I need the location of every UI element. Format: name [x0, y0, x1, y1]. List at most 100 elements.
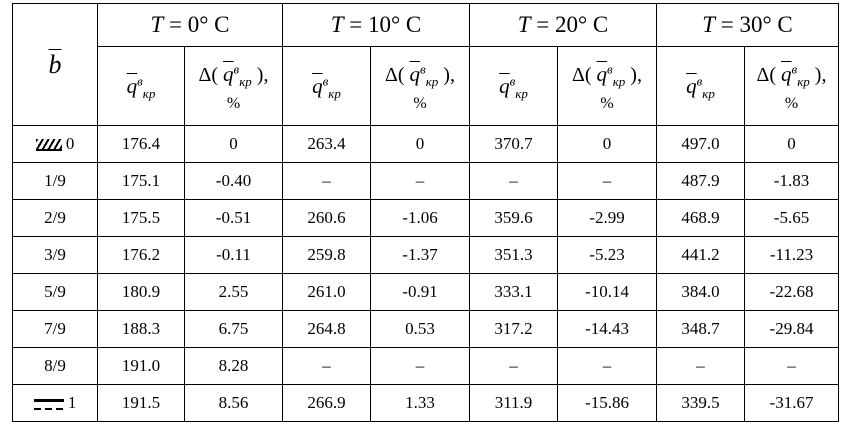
- delta-value-cell: -1.06: [370, 199, 470, 237]
- q-value-cell: 188.3: [97, 310, 185, 348]
- q-value-cell: 266.9: [282, 384, 371, 422]
- delta-value-cell: -15.86: [557, 384, 657, 422]
- delta-prefix: Δ(: [198, 64, 219, 87]
- table-row: 5/9 180.9 2.55 261.0 -0.91 333.1 -10.14 384.0 -2…: [12, 273, 839, 311]
- b-column-header: b: [12, 3, 98, 126]
- b-value: 3/9: [44, 245, 66, 264]
- q-value-cell: 497.0: [656, 125, 745, 163]
- q-value-cell: 175.5: [97, 199, 185, 237]
- group-header-3: T = 30° C: [656, 3, 839, 47]
- delta-value-cell: -1.83: [744, 162, 839, 200]
- q-header: qвкр: [469, 46, 558, 126]
- delta-header: Δ( qвкр ),%: [370, 46, 470, 126]
- q-value-cell: 176.4: [97, 125, 185, 163]
- b-value-cell: 1/9: [12, 162, 98, 200]
- group-temp-label: = 0° C: [163, 12, 230, 37]
- clamped-support-icon: [35, 139, 62, 152]
- percent-label: %: [413, 94, 427, 112]
- delta-header: Δ( qвкр ),%: [557, 46, 657, 126]
- delta-value-cell: -0.51: [184, 199, 283, 237]
- q-symbol: q: [686, 73, 697, 98]
- q-value-cell: –: [469, 347, 558, 385]
- q-sup: в: [420, 61, 426, 77]
- group-temp-label: = 30° C: [715, 12, 793, 37]
- b-value: 1/9: [44, 171, 66, 190]
- group-temp-label: = 10° C: [343, 12, 422, 37]
- q-sub: кр: [142, 85, 156, 101]
- table-row: 7/9 188.3 6.75 264.8 0.53 317.2 -14.43 348.7 -29…: [12, 310, 839, 348]
- q-value-cell: 468.9: [656, 199, 745, 237]
- b-value: 0: [65, 134, 75, 153]
- delta-value-cell: 0: [370, 125, 470, 163]
- b-value-cell: 7/9: [12, 310, 98, 348]
- q-symbol: q: [223, 62, 234, 87]
- q-value-cell: 487.9: [656, 162, 745, 200]
- q-value-cell: –: [282, 347, 371, 385]
- delta-value-cell: -5.23: [557, 236, 657, 274]
- q-value-cell: 175.1: [97, 162, 185, 200]
- q-value-cell: 261.0: [282, 273, 371, 311]
- table-row: 0 176.4 0 263.4 0 370.7 0 497.0 0: [12, 125, 839, 163]
- q-sub: кр: [328, 85, 341, 101]
- q-symbol: q: [312, 73, 323, 98]
- b-value-cell: 2/9: [12, 199, 98, 237]
- q-sup: в: [509, 72, 516, 88]
- percent-label: %: [226, 94, 241, 112]
- q-value-cell: –: [469, 162, 558, 200]
- delta-value-cell: 8.28: [184, 347, 283, 385]
- q-sup: в: [607, 61, 613, 77]
- delta-value-cell: 1.33: [370, 384, 470, 422]
- q-value-cell: 384.0: [656, 273, 745, 311]
- delta-suffix: ),: [814, 64, 827, 87]
- b-value: 7/9: [44, 319, 66, 338]
- q-header: qвкр: [282, 46, 371, 126]
- q-value-cell: 180.9: [97, 273, 185, 311]
- q-value-cell: 263.4: [282, 125, 371, 163]
- q-sub: кр: [612, 74, 626, 90]
- q-value-cell: 339.5: [656, 384, 745, 422]
- group-header-2: T = 20° C: [469, 3, 657, 47]
- sub-header-row: qвкр Δ( qвкр ),% qвкр Δ( qвкр ),% qвкр Δ( qвк…: [13, 46, 839, 126]
- delta-value-cell: -0.40: [184, 162, 283, 200]
- q-value-cell: 191.5: [97, 384, 185, 422]
- group-header-1: T = 10° C: [282, 3, 470, 47]
- group-T-label: T: [702, 12, 716, 37]
- b-value-cell: 1: [12, 384, 98, 422]
- delta-value-cell: -5.65: [744, 199, 839, 237]
- delta-prefix: Δ(: [572, 64, 592, 87]
- delta-value-cell: 6.75: [184, 310, 283, 348]
- group-T-label: T: [330, 12, 344, 37]
- b-value-cell: 3/9: [12, 236, 98, 274]
- delta-value-cell: 0: [557, 125, 657, 163]
- group-T-label: T: [150, 12, 164, 37]
- group-T-label: T: [517, 12, 531, 37]
- q-sub: кр: [797, 74, 810, 90]
- q-sup: в: [696, 72, 703, 88]
- delta-value-cell: –: [370, 162, 470, 200]
- delta-value-cell: -2.99: [557, 199, 657, 237]
- delta-value-cell: -22.68: [744, 273, 839, 311]
- q-sub: кр: [425, 74, 439, 90]
- q-value-cell: 176.2: [97, 236, 185, 274]
- q-value-cell: 359.6: [469, 199, 558, 237]
- delta-value-cell: –: [557, 347, 657, 385]
- q-sub: кр: [515, 85, 528, 101]
- q-value-cell: 191.0: [97, 347, 185, 385]
- group-temp-label: = 20° C: [530, 12, 609, 37]
- q-value-cell: 264.8: [282, 310, 371, 348]
- percent-label: %: [784, 94, 799, 112]
- b-value: 2/9: [44, 208, 66, 227]
- delta-value-cell: -10.14: [557, 273, 657, 311]
- delta-header: Δ( qвкр ),%: [184, 46, 283, 126]
- q-value-cell: 317.2: [469, 310, 558, 348]
- delta-header: Δ( qвкр ),%: [744, 46, 839, 126]
- q-value-cell: 333.1: [469, 273, 558, 311]
- q-header: qвкр: [97, 46, 185, 126]
- q-value-cell: –: [282, 162, 371, 200]
- table-row: 1 191.5 8.56 266.9 1.33 311.9 -15.86 339.5 -31.6…: [12, 384, 839, 422]
- q-sub: кр: [239, 74, 252, 90]
- delta-value-cell: -0.11: [184, 236, 283, 274]
- delta-value-cell: -0.91: [370, 273, 470, 311]
- b-value-cell: 0: [12, 125, 98, 163]
- q-sup: в: [791, 61, 798, 77]
